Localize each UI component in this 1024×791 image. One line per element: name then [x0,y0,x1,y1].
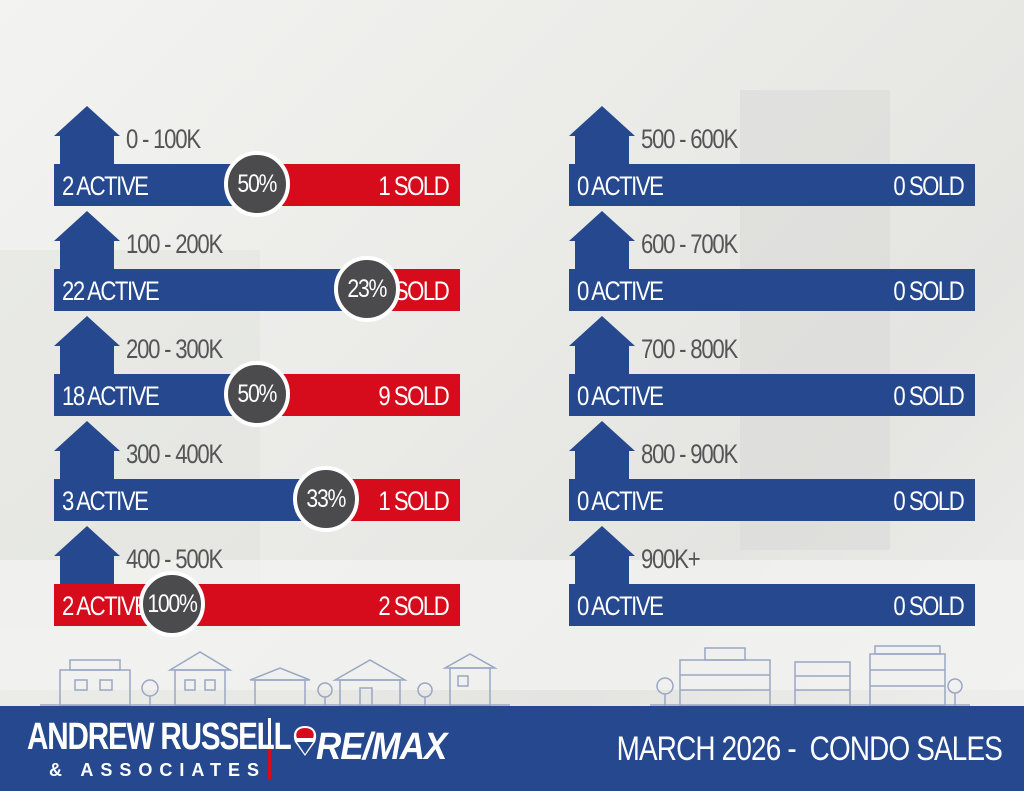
active-sold-bar [54,584,460,626]
price-range-label: 200 - 300K [126,334,223,364]
sold-percentage-badge: 100% [139,571,205,637]
active-segment [569,164,975,206]
active-count: 0 ACTIVE [577,486,664,516]
active-count: 18 ACTIVE [62,381,160,411]
sold-count: 9 SOLD [378,381,449,411]
sold-percentage-badge: 23% [333,256,400,322]
price-range-row: 600 - 700K 0 ACTIVE 0 SOLD [569,211,975,315]
price-range-label: 300 - 400K [126,439,223,469]
active-segment [569,584,975,626]
active-sold-bar [569,479,975,521]
sold-percentage-value: 50% [237,380,278,408]
sold-segment [257,164,460,206]
price-range-row: 100 - 200K 22 ACTIVE 5 SOLD 23% [54,211,460,322]
sold-percentage-value: 23% [347,275,387,303]
price-range-label: 900K+ [641,544,701,574]
price-range-label: 400 - 500K [126,544,223,574]
report-title: MARCH 2026 - CONDO SALES [616,730,1003,768]
sold-percentage-badge: 50% [224,151,290,217]
sold-count: 2 SOLD [378,591,449,621]
active-segment [54,269,367,311]
price-range-row: 300 - 400K 3 ACTIVE 1 SOLD 33% [54,421,460,532]
houses-skyline-illustration [40,651,510,706]
active-count: 0 ACTIVE [577,171,664,201]
remax-balloon-icon [293,726,317,756]
sold-count: 0 SOLD [893,276,964,306]
price-range-row: 800 - 900K 0 ACTIVE 0 SOLD [569,421,975,525]
remax-logo: RE/MAX [316,726,447,768]
active-count: 22 ACTIVE [62,276,160,306]
sold-count: 0 SOLD [893,591,964,621]
price-range-label: 0 - 100K [126,124,201,154]
city-buildings-illustration [650,645,970,706]
price-range-row: 400 - 500K 2 ACTIVE 2 SOLD 100% [54,526,460,637]
active-sold-bar [54,164,460,206]
price-range-row: 0 - 100K 2 ACTIVE 1 SOLD 50% [54,106,460,217]
sold-percentage-value: 50% [237,170,278,198]
active-sold-bar [569,269,975,311]
active-count: 0 ACTIVE [577,591,664,621]
sold-count: 0 SOLD [893,486,964,516]
sold-percentage-value: 33% [306,485,347,513]
price-range-label: 100 - 200K [126,229,223,259]
brand-divider [268,718,271,780]
price-range-label: 800 - 900K [641,439,738,469]
active-count: 0 ACTIVE [577,276,664,306]
active-count: 0 ACTIVE [577,381,664,411]
sold-count: 0 SOLD [893,171,964,201]
brand-subtitle: & ASSOCIATES [49,760,267,780]
price-range-label: 700 - 800K [641,334,738,364]
price-range-label: 600 - 700K [641,229,738,259]
price-range-row: 700 - 800K 0 ACTIVE 0 SOLD [569,316,975,420]
active-segment [569,269,975,311]
sold-count: 0 SOLD [893,381,964,411]
active-segment [54,479,327,521]
price-range-label: 500 - 600K [641,124,738,154]
sold-percentage-badge: 33% [293,466,360,532]
active-sold-bar [54,374,460,416]
sold-segment [54,584,460,626]
sold-percentage-value: 100% [147,590,198,618]
sold-percentage-badge: 50% [224,361,290,427]
active-sold-bar [569,584,975,626]
sold-count: 1 SOLD [378,171,449,201]
price-range-row: 200 - 300K 18 ACTIVE 9 SOLD 50% [54,316,460,427]
active-segment [54,374,257,416]
active-sold-bar [569,164,975,206]
footer-bar: ANDREW RUSSELL & ASSOCIATES RE/MAX MARCH… [0,706,1024,791]
sold-count: 1 SOLD [378,486,449,516]
active-count: 2 ACTIVE [62,171,149,201]
active-segment [569,374,975,416]
price-range-row: 900K+ 0 ACTIVE 0 SOLD [569,526,975,630]
brand-name: ANDREW RUSSELL [27,716,292,758]
active-segment [54,164,257,206]
active-segment [569,479,975,521]
sold-segment [257,374,460,416]
price-range-row: 500 - 600K 0 ACTIVE 0 SOLD [569,106,975,210]
active-count: 2 ACTIVE [62,591,149,621]
active-count: 3 ACTIVE [62,486,149,516]
active-sold-bar [569,374,975,416]
